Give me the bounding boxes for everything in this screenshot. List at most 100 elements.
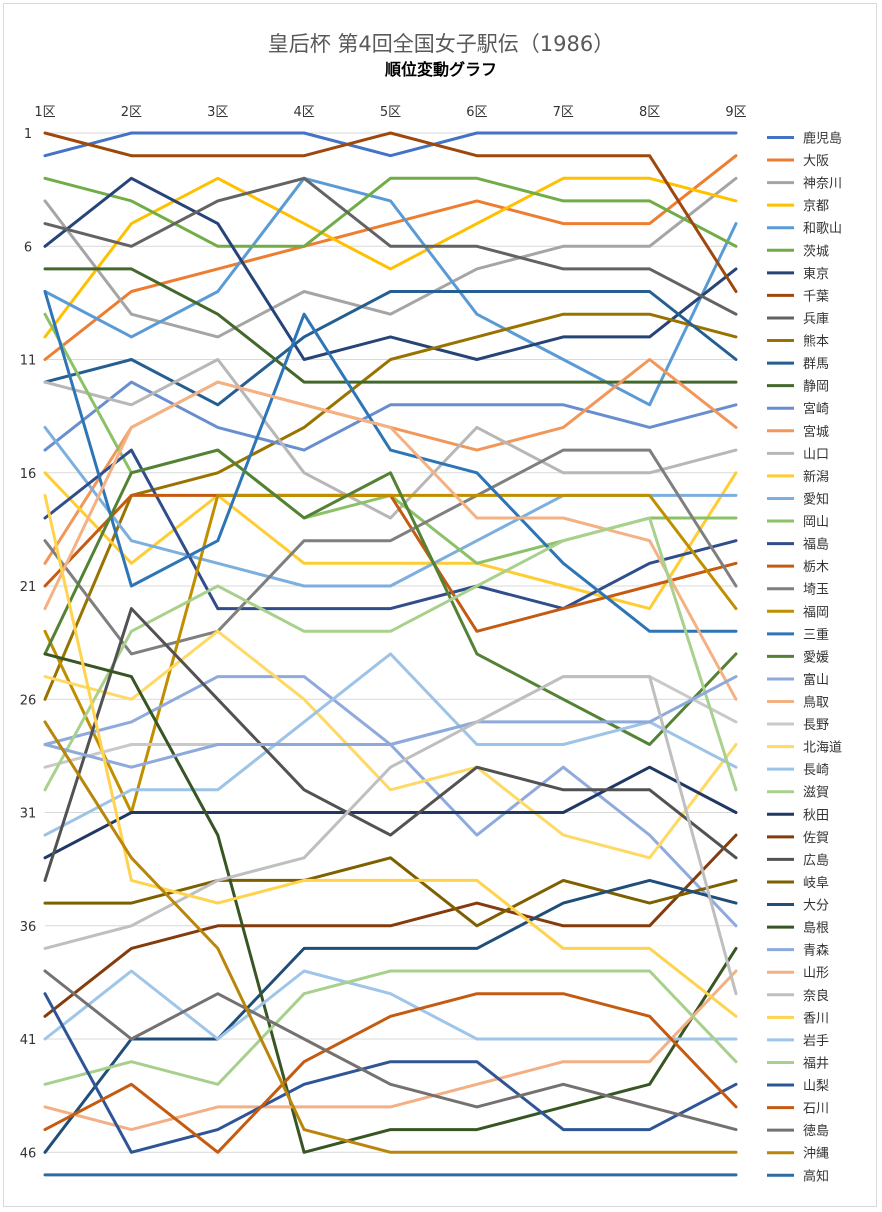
legend-item: 愛知 [767, 491, 829, 507]
legend-label: 山形 [803, 966, 829, 981]
legend-item: 福島 [767, 538, 829, 553]
series-line-和歌山 [43, 176, 738, 407]
series-line-岩手 [43, 969, 738, 1041]
legend-label: 沖縄 [803, 1147, 829, 1162]
legend-item: 熊本 [767, 334, 829, 350]
series-line-宮崎 [43, 380, 738, 452]
legend-label: 香川 [803, 1011, 829, 1026]
series-line-新潟 [43, 471, 738, 611]
legend-item: 宮崎 [767, 401, 829, 417]
series-line-北海道 [43, 629, 738, 860]
x-axis-ticks: 1区 2区 3区 4区 5区 6区 7区 8区 9区 [34, 105, 746, 120]
legend-item: 沖縄 [767, 1147, 829, 1162]
legend-label: 秋田 [803, 808, 829, 823]
legend-label: 長崎 [803, 763, 829, 778]
legend-item: 広島 [767, 853, 829, 868]
legend-item: 千葉 [767, 289, 829, 304]
legend-item: 山口 [767, 447, 829, 462]
legend-item: 島根 [767, 921, 829, 936]
series-line-石川 [43, 992, 738, 1154]
legend-label: 高知 [803, 1168, 829, 1184]
legend-label: 石川 [803, 1102, 829, 1117]
legend-item: 鳥取 [767, 696, 829, 711]
legend-label: 福岡 [803, 605, 829, 620]
legend-item: 高知 [767, 1168, 829, 1184]
legend-label: 和歌山 [803, 222, 842, 237]
legend-item: 山梨 [767, 1079, 829, 1094]
legend-label: 東京 [803, 266, 829, 282]
series-line-千葉 [43, 131, 738, 293]
series-line-秋田 [43, 765, 738, 860]
legend-item: 福井 [767, 1056, 829, 1071]
legend-item: 富山 [767, 672, 829, 688]
series-line-沖縄 [43, 720, 738, 1154]
legend-label: 千葉 [803, 289, 829, 304]
legend-label: 兵庫 [803, 312, 829, 327]
series-line-滋賀 [43, 516, 738, 792]
legend-item: 宮城 [767, 424, 829, 440]
series-line-青森 [43, 675, 738, 769]
x-tick-label: 2区 [121, 105, 142, 120]
legend-label: 滋賀 [803, 786, 829, 801]
series-line-鳥取 [43, 380, 738, 701]
series-line-熊本 [43, 312, 738, 701]
legend-item: 大阪 [767, 154, 829, 169]
legend-label: 福井 [803, 1056, 829, 1071]
legend-label: 群馬 [803, 357, 829, 372]
legend-item: 香川 [767, 1011, 829, 1026]
series-line-佐賀 [43, 833, 738, 1018]
series-line-山形 [43, 969, 738, 1132]
legend-item: 新潟 [767, 469, 829, 485]
legend-item: 北海道 [767, 741, 842, 756]
legend-item: 東京 [767, 266, 829, 282]
legend-item: 滋賀 [767, 786, 829, 801]
legend-label: 京都 [803, 199, 829, 214]
legend-label: 富山 [803, 672, 829, 688]
chart-frame [3, 3, 877, 1207]
series-lines [43, 131, 738, 1177]
legend-label: 大分 [803, 899, 829, 914]
series-line-山口 [43, 358, 738, 520]
legend-item: 岐阜 [767, 875, 829, 891]
series-line-鹿児島 [43, 131, 738, 158]
series-line-長崎 [43, 652, 738, 837]
legend-item: 和歌山 [767, 222, 842, 237]
y-tick-label: 26 [20, 693, 37, 708]
series-line-福井 [43, 969, 738, 1086]
x-tick-label: 7区 [553, 105, 574, 120]
x-tick-label: 6区 [466, 105, 487, 120]
y-tick-label: 6 [24, 240, 32, 255]
x-tick-label: 1区 [34, 105, 55, 120]
legend-item: 岡山 [767, 515, 829, 530]
legend-label: 新潟 [803, 469, 829, 485]
legend-label: 宮城 [803, 424, 829, 440]
legend-label: 山梨 [803, 1079, 829, 1094]
legend-item: 三重 [767, 627, 829, 643]
legend-label: 愛知 [803, 491, 829, 507]
y-tick-label: 41 [20, 1033, 37, 1048]
x-tick-label: 9区 [725, 105, 746, 120]
legend-label: 茨城 [803, 244, 829, 259]
legend-item: 長野 [767, 718, 829, 733]
legend-label: 長野 [803, 718, 829, 733]
series-line-兵庫 [43, 176, 738, 316]
chart-title: 皇后杯 第4回全国女子駅伝（1986） [267, 32, 615, 56]
legend-label: 島根 [803, 921, 829, 936]
legend-item: 奈良 [767, 988, 829, 1004]
legend-label: 静岡 [803, 380, 829, 395]
legend-label: 大阪 [803, 154, 829, 169]
series-line-山梨 [43, 992, 738, 1154]
legend-label: 鹿児島 [803, 131, 842, 147]
series-line-茨城 [43, 176, 738, 248]
legend-label: 三重 [803, 627, 829, 643]
legend-label: 埼玉 [803, 583, 829, 598]
y-tick-label: 31 [20, 807, 37, 822]
x-tick-label: 5区 [380, 105, 401, 120]
series-line-岡山 [43, 312, 738, 565]
legend-label: 神奈川 [803, 177, 842, 192]
series-line-富山 [43, 675, 738, 928]
legend-label: 岐阜 [803, 875, 829, 891]
legend-item: 大分 [767, 899, 829, 914]
legend-label: 佐賀 [803, 831, 829, 846]
